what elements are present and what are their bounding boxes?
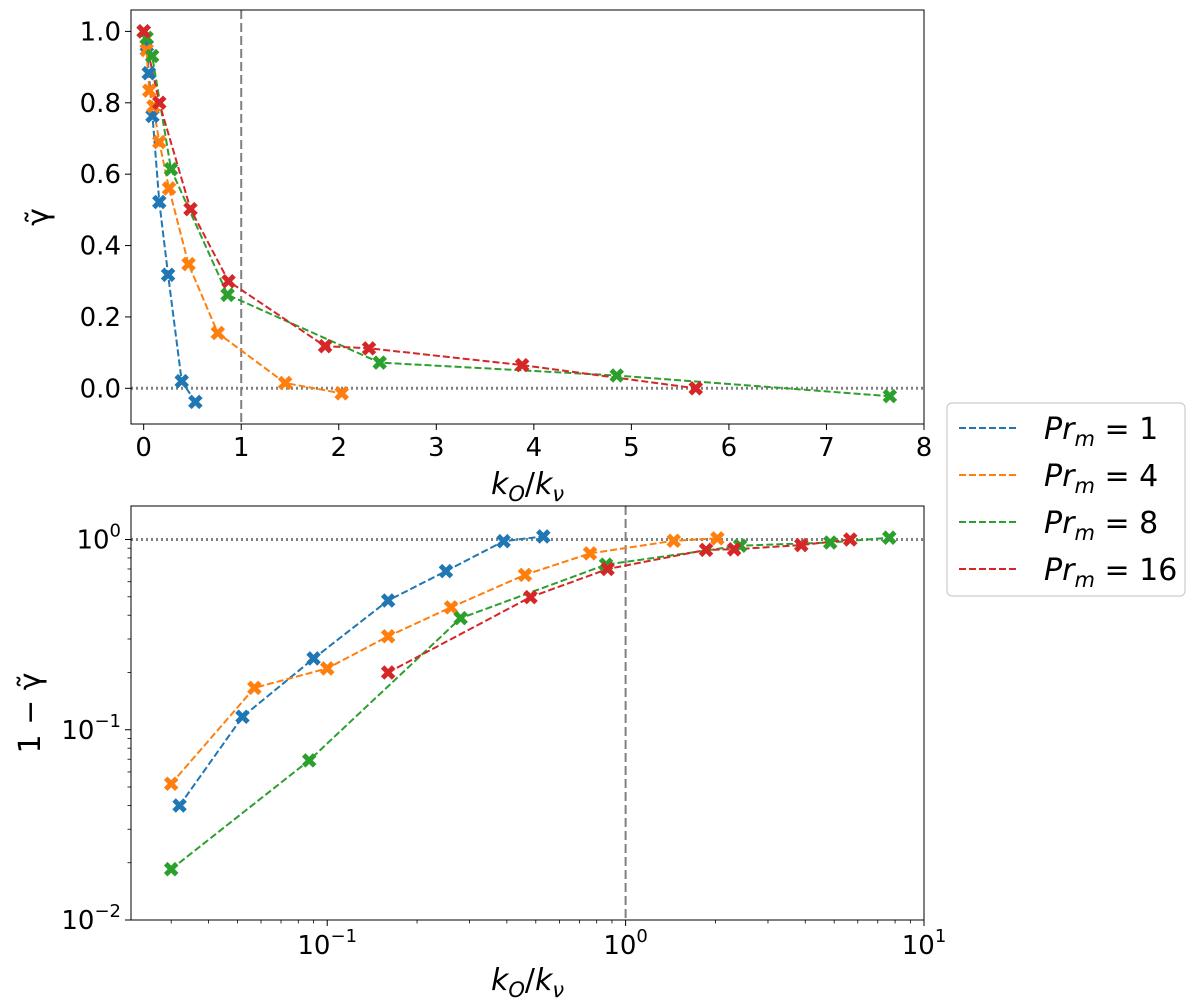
bottom-series-2-point (666, 533, 682, 549)
top-series-2-point (161, 181, 177, 196)
bottom-series-4-point (794, 537, 809, 553)
bottom-y-axis-label: 1 − γ̃ (13, 672, 48, 753)
top-plot-area (131, 10, 924, 424)
bottom-series-1-point (536, 529, 551, 544)
bottom-series-3-point (882, 530, 897, 545)
bottom-series-4-point (523, 589, 538, 605)
top-y-axis-label: γ̃ (21, 208, 56, 226)
top-x-tick-label: 2 (330, 433, 347, 463)
top-series-2-point (141, 83, 157, 98)
bottom-series-3-point (822, 535, 838, 550)
top-series-3-point (163, 161, 179, 177)
bottom-series-2-point (443, 600, 459, 615)
bottom-series-2-point (380, 629, 396, 644)
bottom-series-4-point (380, 665, 396, 680)
top-series-2-point (277, 375, 293, 391)
bottom-series-2-point (247, 680, 262, 696)
top-panel: 0 1 2 3 4 5 6 7 8 0.0 0.2 0.4 0.6 0.8 1.0 kO/kν γ̃ (21, 9, 933, 506)
legend-frame (946, 402, 1186, 597)
top-x-tick-label: 4 (526, 433, 543, 463)
bottom-series-line-3 (170, 536, 890, 870)
top-y-tick-label: 0.8 (80, 89, 121, 119)
top-series-4-point (361, 341, 377, 356)
legend-label-2: Prm = 4 (1044, 459, 1158, 498)
bottom-series-2-point (319, 661, 335, 676)
legend-label-1: Prm = 1 (1044, 412, 1158, 451)
top-series-1-point (188, 394, 203, 410)
bottom-series-2-point (163, 776, 179, 792)
bottom-axes-frame (130, 505, 925, 921)
top-series-1-point (152, 194, 167, 210)
bottom-series-1-point (172, 798, 187, 813)
bottom-series-4-point (698, 542, 714, 558)
bottom-series-2-point (582, 546, 598, 561)
bottom-y-tick-label: 10−2 (61, 901, 121, 936)
bottom-series-4-point (726, 542, 742, 557)
bottom-x-axis-label: kO/kν (491, 963, 564, 1000)
bottom-series-4-point (600, 561, 615, 577)
bottom-y-tick-label: 10−1 (61, 711, 121, 746)
bottom-series-3-point (301, 753, 317, 768)
top-x-tick-label: 0 (135, 433, 152, 463)
top-series-1-point (174, 373, 189, 389)
top-series-4-point (317, 338, 333, 354)
bottom-x-tick-label: 101 (902, 926, 947, 961)
bottom-series-line-1 (178, 535, 544, 807)
top-series-line-2 (142, 31, 342, 395)
bottom-series-1-point (438, 563, 454, 579)
top-series-2-point (210, 325, 226, 341)
top-series-4-point (514, 357, 530, 373)
top-y-tick-label: 0.6 (80, 160, 121, 190)
top-series-3-point (882, 388, 898, 404)
top-y-tick-label: 0.4 (80, 232, 121, 262)
top-x-tick-label: 3 (428, 433, 445, 463)
top-axes-frame (130, 9, 925, 425)
top-series-4-point (221, 273, 236, 289)
top-series-line-4 (142, 31, 696, 390)
top-series-2-point (181, 256, 196, 272)
bottom-series-4-point (842, 532, 858, 547)
top-x-tick-label: 5 (623, 433, 640, 463)
bottom-series-3-point (163, 861, 179, 877)
top-series-3-point (609, 368, 625, 383)
top-x-axis-label: kO/kν (491, 467, 564, 506)
top-series-1-point (141, 65, 157, 81)
bottom-x-tick-label: 10−1 (297, 926, 357, 961)
top-series-3-point (144, 48, 160, 64)
bottom-plot-area (131, 506, 924, 920)
top-series-1-point (160, 267, 176, 283)
bottom-series-line-4 (387, 538, 851, 674)
bottom-x-tick-label: 100 (603, 926, 648, 961)
bottom-series-1-point (496, 533, 511, 549)
top-x-tick-label: 7 (818, 433, 835, 463)
legend-label-3: Prm = 8 (1044, 506, 1158, 545)
top-series-3-point (220, 287, 235, 303)
legend-label-4: Prm = 16 (1044, 553, 1177, 592)
top-y-tick-label: 0.2 (80, 303, 121, 333)
top-x-tick-label: 8 (916, 433, 933, 463)
top-series-4-point (688, 381, 704, 396)
bottom-series-2-point (517, 567, 533, 583)
bottom-series-3-point (453, 610, 468, 626)
top-y-tick-label: 0.0 (80, 374, 121, 404)
top-series-line-3 (142, 30, 890, 398)
bottom-series-2-point (710, 531, 725, 546)
top-x-tick-label: 1 (233, 433, 250, 463)
top-series-3-point (372, 355, 387, 370)
legend: Prm = 1 Prm = 4 Prm = 8 Prm = 16 (946, 402, 1186, 597)
top-series-4-point (183, 201, 198, 217)
bottom-series-1-point (380, 593, 396, 608)
top-y-tick-label: 1.0 (80, 17, 121, 47)
bottom-y-tick-label: 100 (76, 521, 121, 556)
bottom-series-1-point (306, 651, 321, 666)
top-series-2-point (152, 134, 167, 150)
bottom-panel: 10−1 100 101 10−2 10−1 100 kO/kν 1 − γ̃ (13, 505, 947, 1000)
top-x-tick-label: 6 (721, 433, 738, 463)
top-series-4-point (136, 24, 151, 39)
bottom-series-1-point (235, 709, 250, 725)
top-series-4-point (152, 95, 167, 111)
top-series-2-point (334, 386, 349, 401)
top-series-line-1 (142, 31, 197, 403)
